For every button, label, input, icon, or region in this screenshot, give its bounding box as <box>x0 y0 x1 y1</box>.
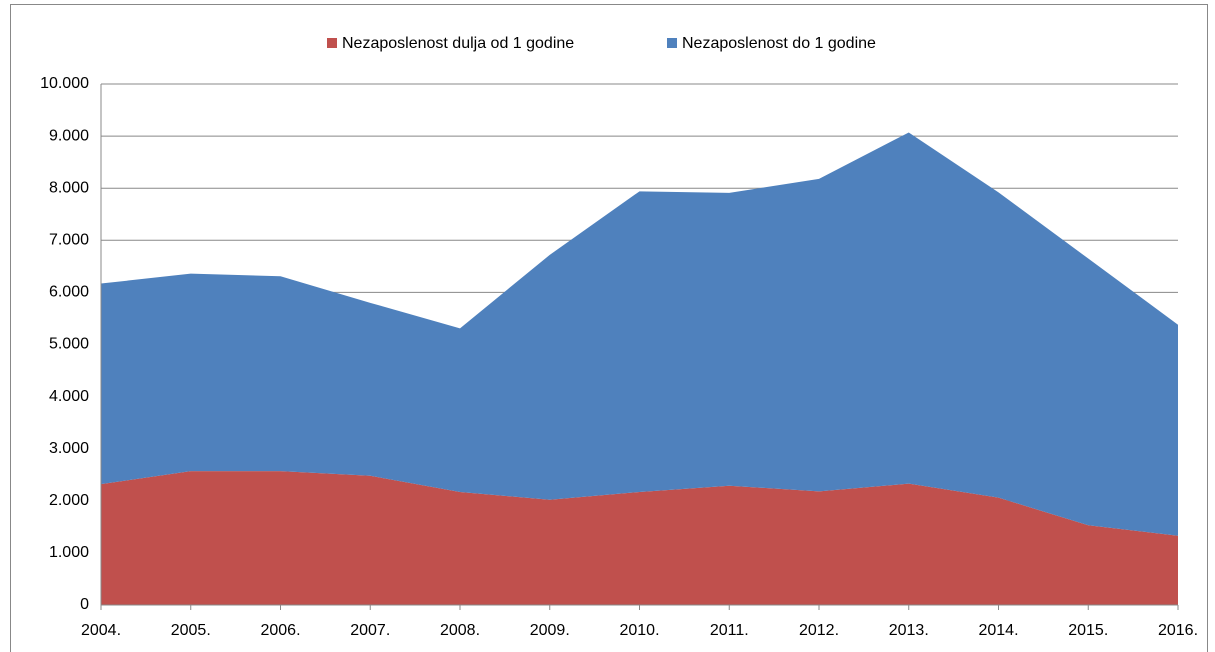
y-tick-label: 6.000 <box>49 284 89 301</box>
legend-label: Nezaposlenost do 1 godine <box>682 35 876 52</box>
x-tick-label: 2014. <box>978 622 1018 639</box>
legend-swatch <box>667 38 677 48</box>
y-tick-label: 9.000 <box>49 127 89 144</box>
area <box>101 132 1178 536</box>
legend-swatch <box>327 38 337 48</box>
y-tick-label: 8.000 <box>49 179 89 196</box>
x-tick-label: 2005. <box>171 622 211 639</box>
y-tick-label: 4.000 <box>49 388 89 405</box>
y-tick-label: 7.000 <box>49 232 89 249</box>
x-tick-label: 2013. <box>889 622 929 639</box>
x-tick-label: 2011. <box>710 622 749 639</box>
x-tick-label: 2015. <box>1068 622 1108 639</box>
y-tick-label: 2.000 <box>49 492 89 509</box>
x-tick-label: 2006. <box>260 622 300 639</box>
y-tick-label: 10.000 <box>40 75 89 92</box>
legend-label: Nezaposlenost dulja od 1 godine <box>342 35 574 52</box>
x-tick-label: 2008. <box>440 622 480 639</box>
y-tick-label: 5.000 <box>49 336 89 353</box>
x-tick-label: 2007. <box>350 622 390 639</box>
x-tick-label: 2004. <box>81 622 121 639</box>
x-tick-label: 2010. <box>619 622 659 639</box>
y-tick-label: 1.000 <box>49 544 89 561</box>
area <box>101 471 1178 605</box>
y-tick-label: 0 <box>80 596 89 613</box>
y-tick-label: 3.000 <box>49 440 89 457</box>
x-tick-label: 2012. <box>799 622 839 639</box>
x-tick-label: 2009. <box>530 622 570 639</box>
x-tick-label: 2016. <box>1158 622 1198 639</box>
